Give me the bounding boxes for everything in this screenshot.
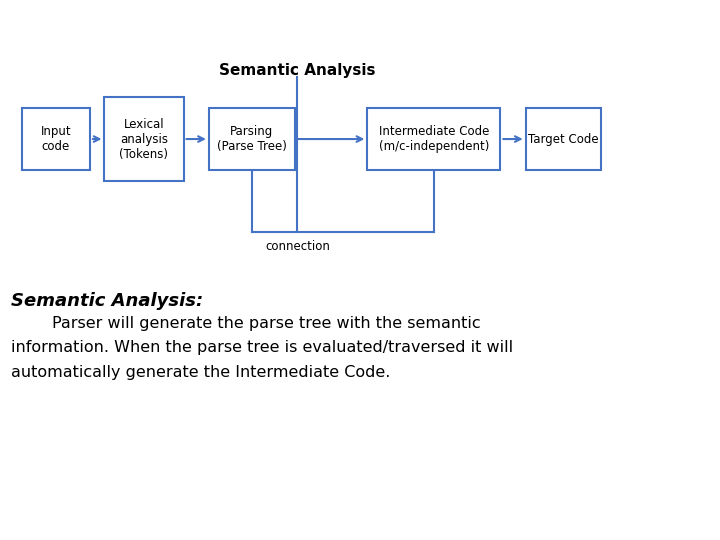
Text: Semantic Analysis: Semantic Analysis	[219, 63, 376, 78]
Text: connection: connection	[265, 240, 330, 253]
Text: Target Code: Target Code	[528, 132, 599, 146]
FancyBboxPatch shape	[209, 108, 295, 170]
Text: Parser will generate the parse tree with the semantic: Parser will generate the parse tree with…	[11, 316, 480, 331]
FancyBboxPatch shape	[526, 108, 601, 170]
Text: Parsing
(Parse Tree): Parsing (Parse Tree)	[217, 125, 287, 153]
Text: automatically generate the Intermediate Code.: automatically generate the Intermediate …	[11, 364, 390, 380]
FancyBboxPatch shape	[104, 97, 184, 181]
Text: information. When the parse tree is evaluated/traversed it will: information. When the parse tree is eval…	[11, 340, 513, 355]
FancyBboxPatch shape	[22, 108, 90, 170]
Text: Lexical
analysis
(Tokens): Lexical analysis (Tokens)	[120, 118, 168, 160]
Text: Input
code: Input code	[40, 125, 71, 153]
FancyBboxPatch shape	[367, 108, 500, 170]
Text: Semantic Analysis:: Semantic Analysis:	[11, 292, 203, 309]
Text: Intermediate Code
(m/c-independent): Intermediate Code (m/c-independent)	[379, 125, 489, 153]
